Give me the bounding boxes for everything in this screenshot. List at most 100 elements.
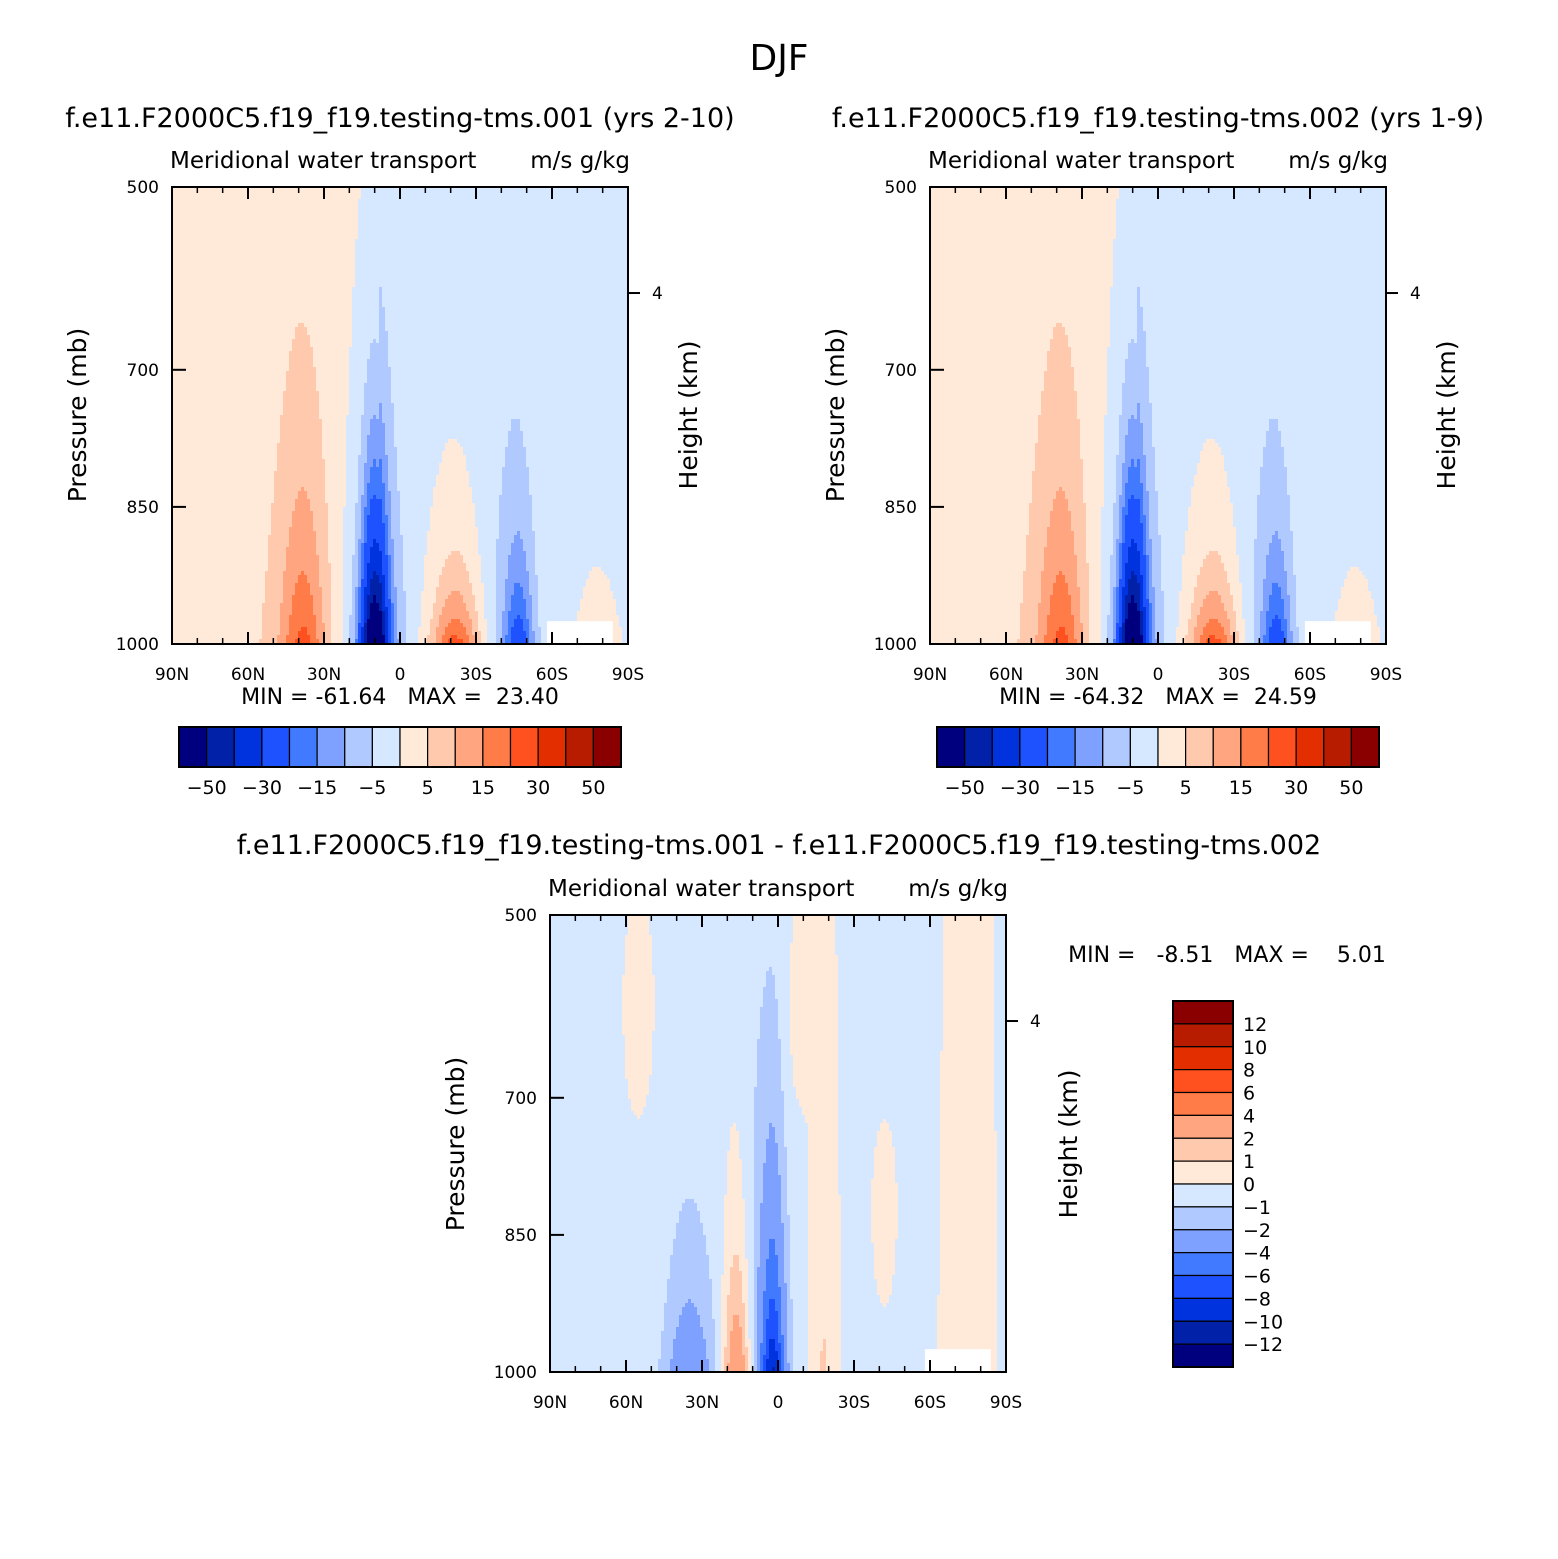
field-cell bbox=[415, 207, 419, 212]
field-cell bbox=[610, 211, 614, 216]
field-cell bbox=[271, 203, 275, 208]
field-cell bbox=[505, 187, 509, 192]
field-cell bbox=[460, 187, 464, 192]
field-cell bbox=[274, 211, 278, 216]
field-cell bbox=[283, 195, 287, 200]
field-cell bbox=[415, 203, 419, 208]
field-cell bbox=[178, 199, 182, 204]
field-cell bbox=[511, 195, 515, 200]
field-cell bbox=[571, 199, 575, 204]
field-cell bbox=[355, 191, 359, 196]
field-cell bbox=[604, 199, 608, 204]
field-cell bbox=[553, 199, 557, 204]
field-cell bbox=[454, 187, 458, 192]
field-cell bbox=[385, 195, 389, 200]
field-cell bbox=[568, 191, 572, 196]
field-cell bbox=[616, 195, 620, 200]
field-cell bbox=[397, 195, 401, 200]
field-cell bbox=[556, 207, 560, 212]
field-cell bbox=[484, 207, 488, 212]
field-cell bbox=[226, 203, 230, 208]
field-cell bbox=[529, 199, 533, 204]
field-cell bbox=[307, 191, 311, 196]
field-cell bbox=[418, 187, 422, 192]
field-cell bbox=[358, 195, 362, 200]
field-cell bbox=[454, 191, 458, 196]
field-cell bbox=[589, 203, 593, 208]
field-cell bbox=[541, 187, 545, 192]
field-cell bbox=[289, 187, 293, 192]
field-cell bbox=[178, 211, 182, 216]
field-cell bbox=[223, 203, 227, 208]
field-cell bbox=[232, 203, 236, 208]
field-cell bbox=[403, 211, 407, 216]
field-cell bbox=[415, 199, 419, 204]
field-cell bbox=[298, 203, 302, 208]
field-cell bbox=[274, 203, 278, 208]
field-cell bbox=[604, 211, 608, 216]
field-cell bbox=[598, 199, 602, 204]
field-cell bbox=[334, 207, 338, 212]
field-cell bbox=[214, 195, 218, 200]
field-cell bbox=[364, 187, 368, 192]
field-cell bbox=[247, 203, 251, 208]
field-cell bbox=[592, 187, 596, 192]
field-cell bbox=[370, 207, 374, 212]
field-cell bbox=[187, 187, 191, 192]
field-cell bbox=[538, 207, 542, 212]
field-cell bbox=[316, 199, 320, 204]
field-cell bbox=[460, 203, 464, 208]
field-cell bbox=[613, 203, 617, 208]
field-cell bbox=[475, 199, 479, 204]
field-cell bbox=[196, 211, 200, 216]
field-cell bbox=[442, 199, 446, 204]
field-cell bbox=[217, 203, 221, 208]
field-cell bbox=[457, 195, 461, 200]
field-cell bbox=[445, 211, 449, 216]
field-cell bbox=[454, 211, 458, 216]
field-cell bbox=[592, 199, 596, 204]
field-cell bbox=[454, 195, 458, 200]
field-cell bbox=[226, 195, 230, 200]
field-cell bbox=[337, 199, 341, 204]
field-cell bbox=[238, 195, 242, 200]
field-cell bbox=[190, 207, 194, 212]
field-cell bbox=[457, 211, 461, 216]
field-cell bbox=[370, 211, 374, 216]
field-cell bbox=[259, 199, 263, 204]
field-cell bbox=[346, 207, 350, 212]
field-cell bbox=[403, 207, 407, 212]
field-cell bbox=[199, 199, 203, 204]
field-cell bbox=[409, 203, 413, 208]
field-cell bbox=[412, 211, 416, 216]
field-cell bbox=[307, 187, 311, 192]
field-cell bbox=[586, 199, 590, 204]
field-cell bbox=[298, 191, 302, 196]
figure-title: DJF bbox=[749, 38, 808, 79]
field-cell bbox=[382, 207, 386, 212]
field-cell bbox=[442, 187, 446, 192]
field-cell bbox=[376, 191, 380, 196]
field-cell bbox=[319, 195, 323, 200]
field-cell bbox=[307, 207, 311, 212]
field-cell bbox=[487, 195, 491, 200]
field-cell bbox=[556, 195, 560, 200]
field-cell bbox=[580, 191, 584, 196]
field-cell bbox=[250, 199, 254, 204]
field-cell bbox=[535, 207, 539, 212]
field-cell bbox=[352, 211, 356, 216]
field-cell bbox=[355, 187, 359, 192]
field-cell bbox=[268, 207, 272, 212]
field-cell bbox=[424, 191, 428, 196]
field-cell bbox=[439, 187, 443, 192]
field-cell bbox=[319, 187, 323, 192]
field-cell bbox=[517, 195, 521, 200]
field-cell bbox=[406, 203, 410, 208]
field-cell bbox=[208, 199, 212, 204]
field-cell bbox=[436, 187, 440, 192]
field-cell bbox=[550, 207, 554, 212]
field-cell bbox=[220, 195, 224, 200]
field-cell bbox=[364, 195, 368, 200]
field-cell bbox=[238, 199, 242, 204]
field-cell bbox=[535, 191, 539, 196]
